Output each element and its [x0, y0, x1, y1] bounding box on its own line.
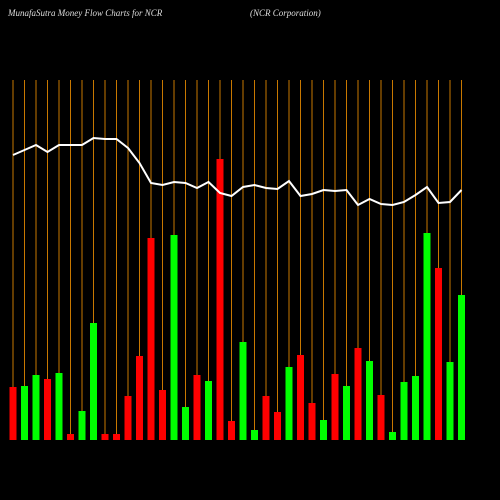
- bar: [193, 375, 201, 440]
- bar: [147, 238, 155, 440]
- bar: [32, 375, 40, 440]
- bar: [124, 396, 132, 440]
- bar: [389, 432, 396, 440]
- bar: [78, 411, 86, 440]
- bar: [216, 159, 224, 440]
- bar: [228, 421, 235, 440]
- bar: [446, 362, 454, 440]
- bar: [101, 434, 109, 440]
- bar: [21, 386, 28, 440]
- bar: [9, 387, 17, 440]
- bar: [308, 403, 316, 440]
- bar: [113, 434, 120, 440]
- money-flow-line: [12, 136, 463, 207]
- bar: [354, 348, 362, 440]
- bar: [331, 374, 339, 440]
- bar: [205, 381, 212, 440]
- bar: [262, 396, 270, 440]
- bar: [400, 382, 408, 440]
- bar: [182, 407, 189, 440]
- bar: [274, 412, 281, 440]
- bar: [435, 268, 442, 440]
- bar: [251, 430, 258, 440]
- chart-subtitle: (NCR Corporation): [250, 8, 321, 18]
- bar: [320, 420, 327, 440]
- bar: [423, 233, 431, 440]
- bar: [44, 379, 51, 440]
- bar: [159, 390, 166, 440]
- bar: [90, 323, 97, 440]
- bar: [297, 355, 304, 440]
- bar: [170, 235, 178, 440]
- bar: [239, 342, 247, 440]
- bar: [458, 295, 465, 440]
- bar: [366, 361, 373, 440]
- chart-title: MunafaSutra Money Flow Charts for NCR: [7, 8, 163, 18]
- bar: [285, 367, 293, 440]
- bar: [377, 395, 385, 440]
- bar: [67, 434, 74, 440]
- bar: [55, 373, 63, 440]
- bar: [412, 376, 419, 440]
- bar: [343, 386, 350, 440]
- bar: [136, 356, 143, 440]
